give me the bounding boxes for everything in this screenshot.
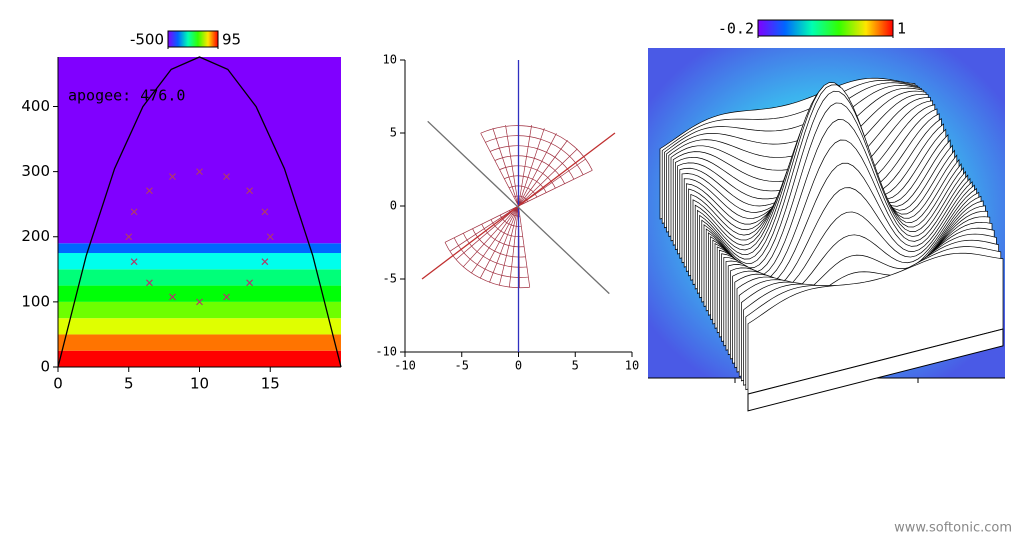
scatter-point	[169, 173, 176, 180]
y-tick-label: -10	[375, 345, 397, 359]
colorbar	[757, 19, 894, 37]
line-series	[57, 56, 342, 368]
line-series	[421, 132, 616, 280]
heat-band	[58, 57, 341, 244]
scatter-point	[130, 258, 138, 266]
y-tick-label: 0	[390, 199, 397, 213]
scatter-point	[196, 298, 203, 306]
line-chart: -10 -5 0 5 10 -10 -5 0 5 10	[375, 53, 639, 373]
scatter-point	[223, 293, 230, 301]
scatter-point	[130, 208, 138, 216]
surface-base	[747, 328, 1004, 412]
x-tick-label: 0	[53, 375, 63, 393]
scatter-point	[145, 187, 153, 195]
y-tick-label: 10	[383, 53, 397, 67]
heat-band	[58, 285, 341, 302]
x-tick-label: -5	[455, 359, 469, 373]
heat-band	[58, 350, 341, 367]
scatter-point	[261, 258, 269, 266]
colorbar-label: -0.2	[718, 20, 754, 38]
trajectory-chart: 0 5 10 15 0 100 200 300 400 apogee: 476.0 -500 95	[21, 30, 342, 393]
scatter-point	[261, 208, 269, 216]
surface-line	[747, 252, 1004, 395]
x-tick-label: 10	[625, 359, 639, 373]
surface-chart: -0.2 1	[648, 19, 1005, 412]
watermark: www.softonic.com	[894, 521, 1012, 536]
x-tick-label: 5	[572, 359, 579, 373]
x-tick-label: 10	[190, 375, 209, 393]
wireframe	[444, 205, 531, 289]
x-tick-label: 15	[261, 375, 280, 393]
y-tick-label: 100	[21, 292, 50, 310]
y-tick-label: 400	[21, 97, 50, 115]
x-tick-label: 5	[124, 375, 134, 393]
y-tick-label: -5	[383, 272, 397, 286]
heat-band	[58, 243, 341, 254]
wireframe	[480, 123, 593, 207]
scatter-point	[223, 173, 230, 180]
scatter-point	[196, 168, 203, 176]
scatter-point	[145, 279, 153, 287]
y-tick-label: 0	[40, 358, 50, 376]
colorbar-label: -500	[130, 31, 164, 49]
colorbar-label: 1	[897, 20, 906, 38]
x-tick-label: 0	[515, 359, 522, 373]
scatter-point	[266, 233, 274, 241]
heat-band	[58, 334, 341, 351]
scatter-point	[246, 187, 254, 195]
line-series	[427, 120, 610, 295]
scatter-point	[125, 233, 133, 241]
colorbar-label: 95	[222, 31, 241, 49]
x-tick-label: -10	[394, 359, 416, 373]
scatter-point	[169, 293, 176, 301]
scatter-point	[246, 279, 254, 287]
y-tick-label: 300	[21, 162, 50, 180]
heat-band	[58, 253, 341, 270]
heat-band	[58, 269, 341, 286]
y-tick-label: 200	[21, 227, 50, 245]
annotation: apogee: 476.0	[68, 87, 185, 105]
heat-band	[58, 318, 341, 335]
heat-band	[58, 301, 341, 319]
colorbar	[167, 30, 219, 48]
y-tick-label: 5	[390, 126, 397, 140]
